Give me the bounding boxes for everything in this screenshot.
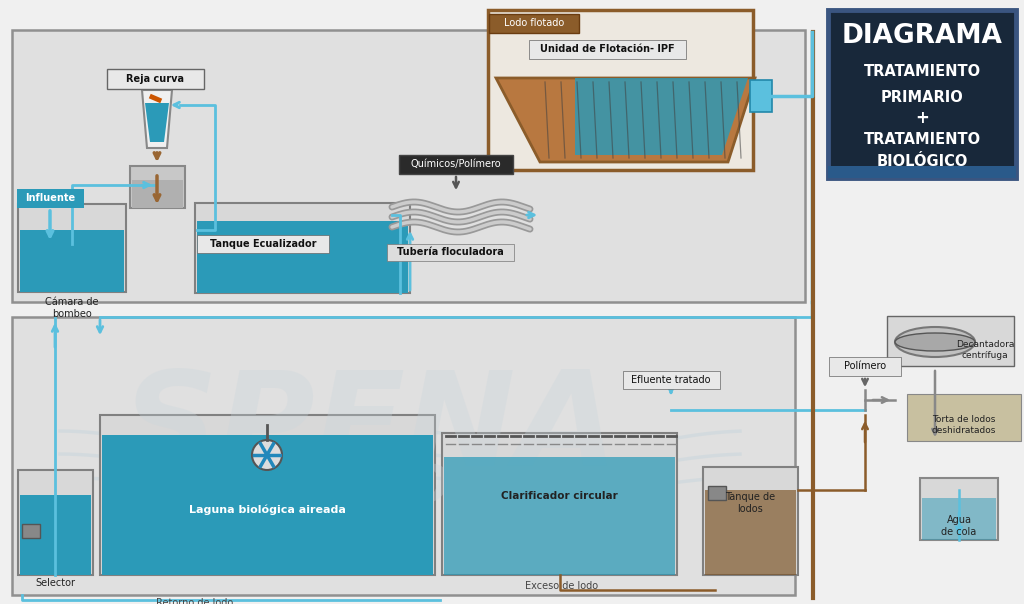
- FancyBboxPatch shape: [623, 371, 720, 389]
- Text: Retorno de lodo: Retorno de lodo: [157, 598, 233, 604]
- Polygon shape: [575, 78, 748, 155]
- FancyBboxPatch shape: [18, 470, 93, 575]
- FancyBboxPatch shape: [17, 189, 84, 208]
- Text: Torta de lodos
deshidratados: Torta de lodos deshidratados: [932, 416, 996, 435]
- FancyBboxPatch shape: [829, 357, 901, 376]
- Text: DIAGRAMA: DIAGRAMA: [842, 23, 1002, 49]
- FancyBboxPatch shape: [750, 80, 772, 112]
- FancyBboxPatch shape: [12, 30, 805, 302]
- FancyBboxPatch shape: [387, 244, 514, 261]
- Text: Agua
de cola: Agua de cola: [941, 515, 977, 536]
- FancyBboxPatch shape: [529, 40, 686, 59]
- FancyBboxPatch shape: [920, 478, 998, 540]
- FancyBboxPatch shape: [18, 204, 126, 292]
- FancyBboxPatch shape: [399, 155, 513, 174]
- FancyBboxPatch shape: [703, 467, 798, 575]
- Ellipse shape: [895, 333, 975, 351]
- Polygon shape: [145, 103, 169, 142]
- Text: Químicos/Polímero: Químicos/Polímero: [411, 159, 502, 169]
- Text: Unidad de Flotación- IPF: Unidad de Flotación- IPF: [540, 44, 675, 54]
- FancyBboxPatch shape: [922, 498, 996, 540]
- Text: +: +: [915, 109, 929, 127]
- FancyBboxPatch shape: [197, 221, 408, 293]
- FancyBboxPatch shape: [887, 316, 1014, 366]
- FancyBboxPatch shape: [20, 495, 91, 575]
- Text: Polímero: Polímero: [844, 361, 886, 371]
- FancyBboxPatch shape: [12, 317, 795, 595]
- FancyBboxPatch shape: [708, 486, 726, 500]
- Text: H₂O: H₂O: [339, 462, 451, 514]
- Text: PRIMARIO: PRIMARIO: [881, 91, 964, 106]
- Polygon shape: [142, 90, 172, 148]
- FancyBboxPatch shape: [20, 230, 124, 292]
- Polygon shape: [496, 78, 755, 162]
- Text: TRATAMIENTO: TRATAMIENTO: [863, 65, 981, 80]
- Text: BIOLÓGICO: BIOLÓGICO: [877, 155, 968, 170]
- FancyBboxPatch shape: [106, 69, 204, 89]
- Text: Lodo flotado: Lodo flotado: [504, 18, 564, 28]
- FancyBboxPatch shape: [828, 10, 1016, 178]
- FancyBboxPatch shape: [100, 415, 435, 575]
- FancyBboxPatch shape: [489, 14, 579, 33]
- Text: Tanque Ecualizador: Tanque Ecualizador: [210, 239, 316, 249]
- FancyBboxPatch shape: [197, 235, 329, 253]
- Text: Tubería floculadora: Tubería floculadora: [396, 247, 504, 257]
- Text: Reja curva: Reja curva: [126, 74, 184, 84]
- Text: Laguna biológica aireada: Laguna biológica aireada: [188, 505, 345, 515]
- Text: SPENA: SPENA: [123, 367, 617, 493]
- FancyBboxPatch shape: [102, 435, 433, 575]
- FancyBboxPatch shape: [442, 433, 677, 575]
- FancyBboxPatch shape: [907, 394, 1021, 441]
- Text: Selector: Selector: [35, 578, 75, 588]
- Text: Tanque de
lodos: Tanque de lodos: [725, 492, 775, 513]
- Text: Clarificador circular: Clarificador circular: [501, 491, 617, 501]
- Ellipse shape: [895, 327, 975, 357]
- FancyBboxPatch shape: [130, 166, 185, 208]
- FancyBboxPatch shape: [828, 166, 1016, 178]
- FancyBboxPatch shape: [705, 490, 796, 575]
- Text: TRATAMIENTO: TRATAMIENTO: [863, 132, 981, 147]
- Text: Decantadora
centrífuga: Decantadora centrífuga: [955, 340, 1014, 360]
- Circle shape: [252, 440, 282, 470]
- Text: Exceso de lodo: Exceso de lodo: [525, 581, 599, 591]
- FancyBboxPatch shape: [132, 180, 183, 208]
- Text: Cámara de
bombeo: Cámara de bombeo: [45, 297, 98, 318]
- Text: Efluente tratado: Efluente tratado: [631, 375, 711, 385]
- FancyBboxPatch shape: [488, 10, 753, 170]
- Text: Influente: Influente: [25, 193, 75, 203]
- FancyBboxPatch shape: [22, 524, 40, 538]
- FancyBboxPatch shape: [195, 203, 410, 293]
- FancyBboxPatch shape: [444, 457, 675, 575]
